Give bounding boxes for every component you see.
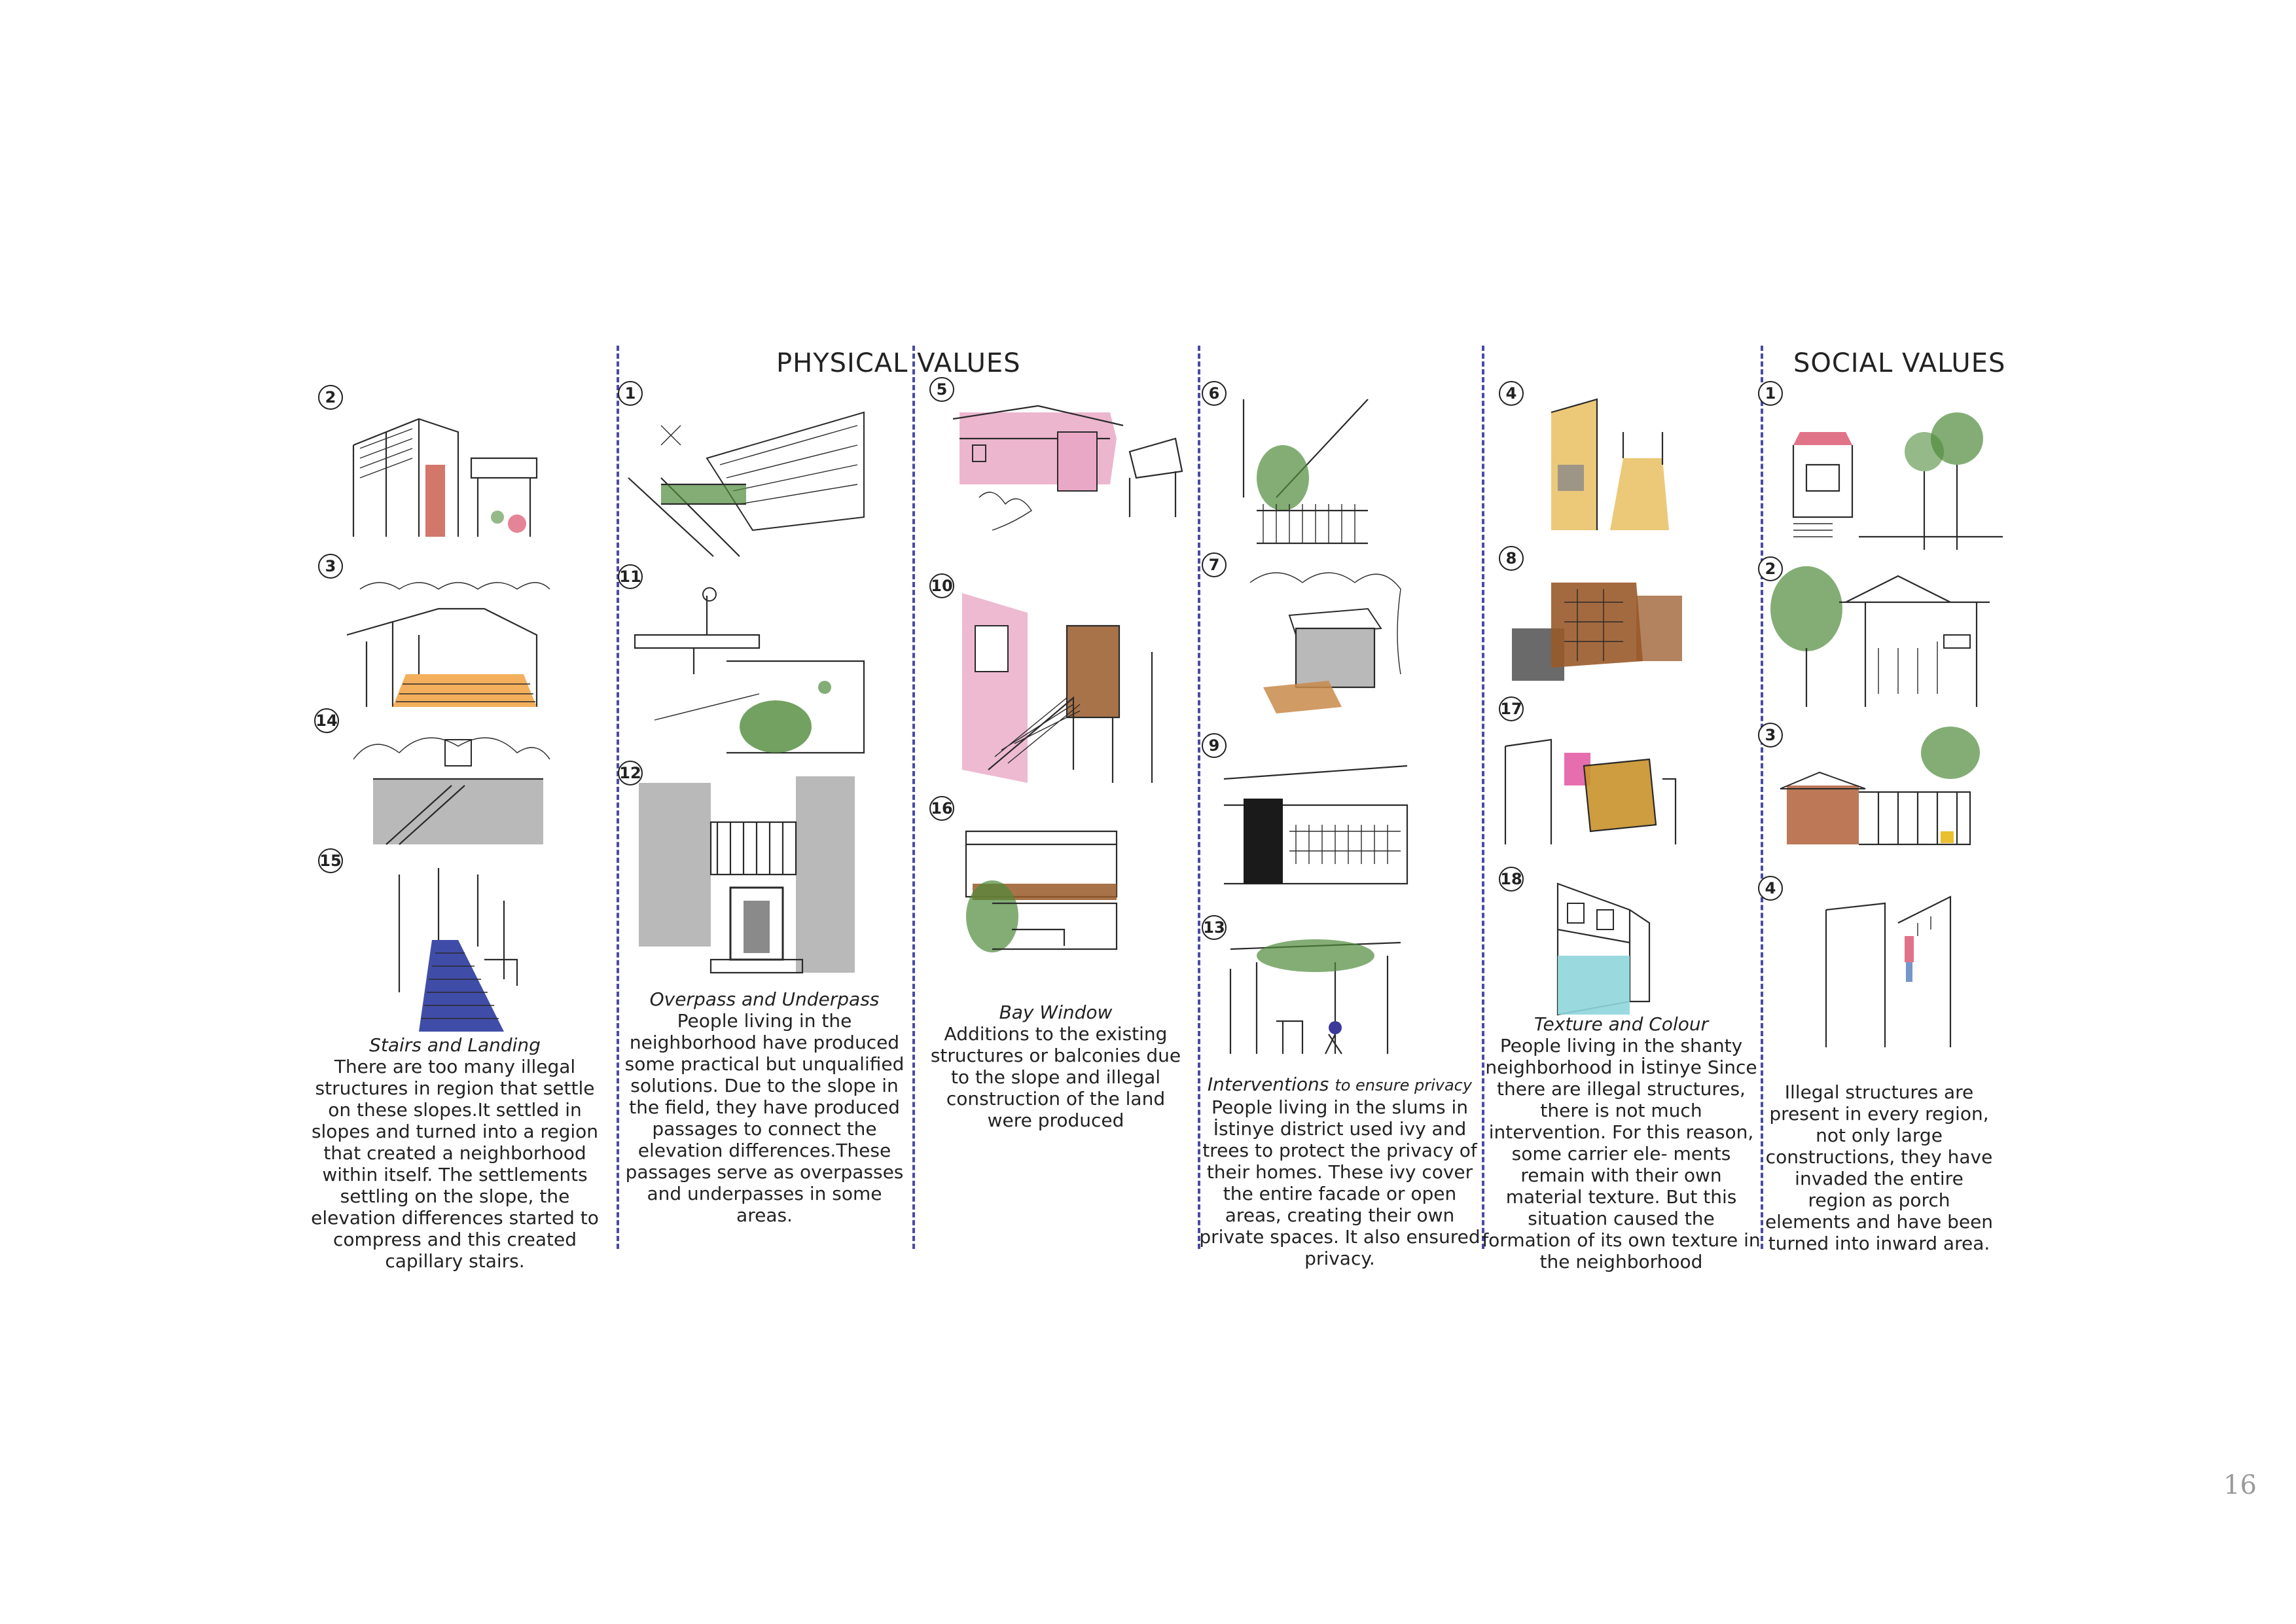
caption-title: Overpass and Underpass — [649, 988, 880, 1010]
caption-body: People living in the neighborhood have p… — [624, 1010, 905, 1226]
sketch-number: 3 — [318, 554, 343, 579]
caption-bay-window: Bay Window Additions to the existing str… — [922, 1001, 1190, 1131]
social-values-heading: SOCIAL VALUES — [1793, 348, 2006, 378]
caption-title-main: Interventions — [1207, 1074, 1329, 1095]
caption-title-small: to ensure privacy — [1335, 1076, 1473, 1094]
caption-body: Illegal structures are present in every … — [1765, 1081, 1994, 1254]
sketch-bay-window-stairs — [962, 593, 1153, 783]
sketch-number: 4 — [1499, 381, 1524, 406]
caption-body: People living in the slums in İstinye di… — [1199, 1096, 1480, 1269]
column-divider — [1482, 346, 1484, 1249]
sketch-number: 18 — [1499, 867, 1524, 892]
sketch-pink-house — [952, 405, 1183, 531]
sketch-wooden-porch — [1780, 727, 1980, 846]
caption-overpass-and-underpass: Overpass and Underpass People living in … — [620, 988, 908, 1226]
page-number: 16 — [2223, 1470, 2257, 1500]
column-divider — [1761, 346, 1763, 1249]
sketch-brown-wooden-house — [1512, 583, 1682, 681]
caption-stairs-and-landing: Stairs and Landing There are too many il… — [308, 1034, 602, 1272]
sketch-street-trees — [1792, 412, 2003, 550]
physical-values-heading: PHYSICAL VALUES — [776, 348, 1021, 378]
sketch-porch-tree — [1770, 566, 1990, 707]
sketch-number: 10 — [929, 573, 954, 598]
sketch-number: 2 — [1758, 556, 1783, 581]
sketch-number: 15 — [318, 848, 343, 873]
sketch-number: 3 — [1758, 723, 1783, 748]
sketch-alley-walls — [1825, 895, 1952, 1047]
column-divider — [617, 346, 619, 1249]
caption-social-values: Illegal structures are present in every … — [1765, 1081, 1994, 1254]
sketch-number: 4 — [1758, 876, 1783, 901]
sketch-colorful-houses — [1504, 738, 1677, 844]
sketch-number: 9 — [1202, 733, 1227, 758]
sketch-number: 1 — [618, 381, 643, 406]
sketch-ochre-alley — [1551, 398, 1669, 530]
sketch-underpass — [639, 776, 855, 974]
sketch-number: 5 — [929, 377, 954, 402]
sketch-number: 16 — [929, 796, 954, 821]
sketch-ivy-courtyard — [1229, 939, 1401, 1055]
caption-title: Interventions to ensure privacy — [1199, 1074, 1480, 1096]
sketch-orange-stairs — [346, 582, 550, 707]
sketch-number: 13 — [1202, 915, 1227, 940]
sketch-number: 14 — [314, 708, 339, 733]
sketch-number: 12 — [618, 761, 643, 785]
caption-body: Additions to the existing structures or … — [930, 1023, 1181, 1131]
sketch-number: 7 — [1202, 552, 1227, 577]
sketch-number: 8 — [1499, 546, 1524, 571]
sketch-blue-staircase — [398, 868, 518, 1032]
caption-body: There are too many illegal structures in… — [311, 1056, 599, 1272]
sketch-overpass-bridge — [628, 411, 865, 557]
caption-interventions-privacy: Interventions to ensure privacy People l… — [1199, 1074, 1480, 1269]
sketch-teal-house — [1556, 882, 1651, 1016]
sketch-ivy-fence — [1242, 399, 1369, 545]
sketch-number: 1 — [1758, 381, 1783, 406]
caption-texture-and-colour: Texture and Colour People living in the … — [1480, 1013, 1762, 1272]
caption-title: Stairs and Landing — [369, 1034, 541, 1056]
sketch-gray-stair-wall — [353, 737, 550, 845]
sketch-tree-house — [1249, 572, 1401, 713]
sketch-stairs-rooftops — [352, 418, 538, 537]
caption-title: Bay Window — [999, 1001, 1113, 1023]
column-divider — [912, 346, 915, 1249]
sketch-black-gate — [1223, 765, 1408, 885]
column-divider — [1198, 346, 1200, 1249]
sketch-number: 6 — [1202, 381, 1227, 406]
sketch-balcony — [965, 830, 1118, 952]
sketch-number: 17 — [1499, 696, 1524, 721]
sketch-passage-wall — [634, 587, 865, 754]
caption-title: Texture and Colour — [1534, 1013, 1709, 1035]
caption-body: People living in the shanty neighborhood… — [1482, 1035, 1761, 1272]
sketch-number: 11 — [618, 564, 643, 589]
sketch-number: 2 — [318, 385, 343, 410]
